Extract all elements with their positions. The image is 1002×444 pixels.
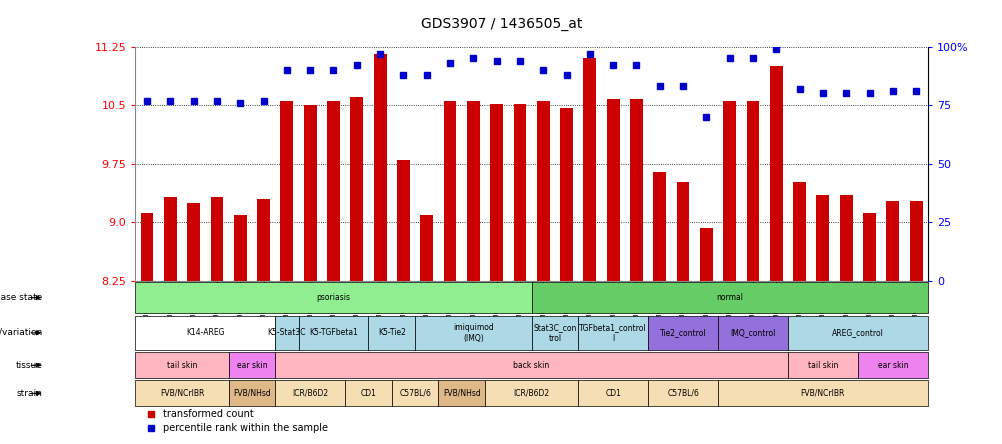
Bar (345, 381, 392, 406)
Text: imiquimod
(IMQ): imiquimod (IMQ) (453, 323, 493, 342)
Text: ear skin: ear skin (877, 361, 907, 370)
Text: strain: strain (17, 389, 43, 398)
Text: GDS3907 / 1436505_at: GDS3907 / 1436505_at (421, 17, 581, 31)
Bar (863, 213, 875, 281)
Bar (275, 353, 788, 378)
Text: back skin: back skin (513, 361, 549, 370)
Bar (281, 100, 293, 281)
Bar (420, 214, 433, 281)
Text: ICR/B6D2: ICR/B6D2 (513, 389, 549, 398)
Bar (275, 316, 299, 350)
Bar (350, 97, 363, 281)
Bar (140, 213, 153, 281)
Bar (886, 201, 899, 281)
Bar (187, 203, 199, 281)
Text: K14-AREG: K14-AREG (186, 328, 224, 337)
Bar (257, 199, 270, 281)
Text: genotype/variation: genotype/variation (0, 328, 43, 337)
Bar (788, 353, 857, 378)
Bar (722, 100, 735, 281)
Bar (717, 316, 788, 350)
Bar (583, 58, 595, 281)
Text: FVB/NCrIBR: FVB/NCrIBR (800, 389, 845, 398)
Text: CD1: CD1 (360, 389, 376, 398)
Bar (275, 381, 345, 406)
Bar (415, 316, 531, 350)
Bar (647, 316, 717, 350)
Text: AREG_control: AREG_control (831, 328, 883, 337)
Bar (531, 282, 927, 313)
Text: tail skin: tail skin (807, 361, 838, 370)
Bar (816, 195, 829, 281)
Text: tissue: tissue (16, 361, 43, 370)
Text: K5-Stat3C: K5-Stat3C (268, 328, 306, 337)
Text: transformed count: transformed count (163, 409, 254, 419)
Bar (135, 381, 228, 406)
Bar (788, 316, 927, 350)
Text: normal: normal (715, 293, 742, 302)
Text: CD1: CD1 (604, 389, 620, 398)
Bar (717, 381, 927, 406)
Text: FVB/NHsd: FVB/NHsd (442, 389, 480, 398)
Bar (839, 195, 852, 281)
Bar (467, 100, 479, 281)
Text: ICR/B6D2: ICR/B6D2 (292, 389, 328, 398)
Text: disease state: disease state (0, 293, 43, 302)
Text: FVB/NCrIBR: FVB/NCrIBR (159, 389, 204, 398)
Bar (699, 228, 712, 281)
Bar (647, 381, 717, 406)
Bar (606, 99, 619, 281)
Bar (392, 381, 438, 406)
Bar (304, 105, 317, 281)
Bar (135, 316, 275, 350)
Bar (135, 353, 228, 378)
Text: tail skin: tail skin (166, 361, 197, 370)
Bar (228, 381, 275, 406)
Text: IMQ_control: IMQ_control (729, 328, 775, 337)
Bar (531, 316, 577, 350)
Bar (676, 182, 688, 281)
Bar (443, 100, 456, 281)
Bar (233, 214, 246, 281)
Bar (490, 103, 503, 281)
Bar (629, 99, 642, 281)
Bar (577, 381, 647, 406)
Bar (397, 160, 410, 281)
Bar (135, 282, 531, 313)
Bar (559, 107, 572, 281)
Bar (374, 55, 386, 281)
Text: K5-Tie2: K5-Tie2 (378, 328, 405, 337)
Text: FVB/NHsd: FVB/NHsd (232, 389, 271, 398)
Bar (770, 66, 782, 281)
Text: C57BL/6: C57BL/6 (399, 389, 431, 398)
Text: ear skin: ear skin (236, 361, 267, 370)
Bar (909, 201, 922, 281)
Bar (299, 316, 368, 350)
Bar (368, 316, 415, 350)
Bar (513, 103, 526, 281)
Bar (485, 381, 577, 406)
Text: Stat3C_con
trol: Stat3C_con trol (533, 323, 576, 342)
Text: TGFbeta1_control
l: TGFbeta1_control l (579, 323, 646, 342)
Bar (857, 353, 927, 378)
Text: C57BL/6: C57BL/6 (666, 389, 698, 398)
Bar (793, 182, 806, 281)
Text: percentile rank within the sample: percentile rank within the sample (163, 423, 328, 433)
Text: Tie2_control: Tie2_control (659, 328, 705, 337)
Bar (652, 171, 665, 281)
Text: K5-TGFbeta1: K5-TGFbeta1 (309, 328, 358, 337)
Bar (438, 381, 485, 406)
Text: psoriasis: psoriasis (317, 293, 350, 302)
Bar (536, 100, 549, 281)
Bar (745, 101, 759, 281)
Bar (577, 316, 647, 350)
Bar (327, 100, 340, 281)
Bar (163, 198, 176, 281)
Bar (228, 353, 275, 378)
Bar (210, 198, 223, 281)
